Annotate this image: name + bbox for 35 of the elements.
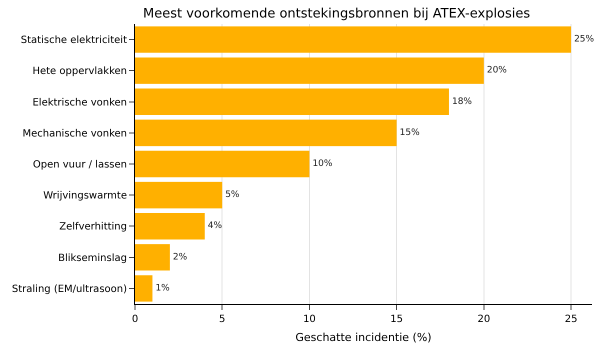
y-tick-label: Blikseminslag [58,252,127,264]
y-tick-label: Straling (EM/ultrasoon) [12,284,128,295]
y-tick-label: Open vuur / lassen [32,160,127,170]
y-tick-label: Statische elektriciteit [20,35,128,46]
data-label: 20% [486,66,508,76]
x-tick-label: 0 [132,314,138,325]
x-tick-label: 5 [219,314,226,325]
data-label: 18% [452,96,472,107]
x-axis-title: Geschatte incidentie (%) [295,331,432,344]
data-label: 4% [208,221,222,232]
x-tick-label: 10 [303,314,316,325]
y-tick-label: Mechanische vonken [22,128,127,140]
bar [135,88,449,115]
data-label: 25% [574,34,595,45]
bar [135,213,205,240]
bar [135,182,222,208]
y-tick-label: Elektrische vonken [32,97,127,108]
bar [135,275,152,302]
bar [135,150,310,178]
bar [135,120,397,146]
data-label: 1% [155,283,170,294]
x-tick-label: 20 [477,314,490,325]
x-tick-label: 15 [390,314,404,325]
y-tick-label: Wrijvingswarmte [43,190,127,202]
data-label: 10% [312,159,333,169]
y-tick-label: Zelfverhitting [59,222,127,233]
bar [135,57,484,84]
bar [135,244,170,271]
data-label: 5% [225,190,240,200]
y-tick-label: Hete oppervlakken [32,66,127,78]
bar [135,26,572,53]
x-tick-label: 25 [564,314,578,325]
data-label: 15% [400,128,420,138]
data-label: 2% [172,252,188,262]
chart-title: Meest voorkomende ontstekingsbronnen bij ATEX-explosies [143,6,530,22]
